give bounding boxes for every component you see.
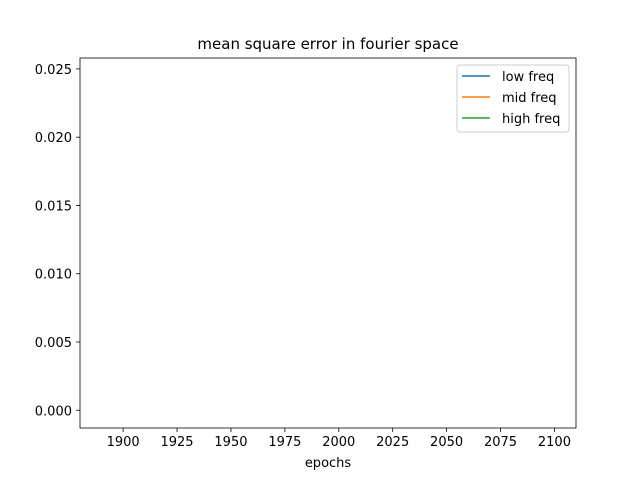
legend-entries: low freq mid freq high freq	[462, 70, 560, 127]
x-tick-label: 1900	[107, 435, 140, 450]
plot-frame	[79, 57, 577, 429]
legend-label: mid freq	[502, 91, 557, 106]
legend-label: low freq	[502, 70, 554, 85]
legend-box	[456, 64, 570, 133]
y-tick-label: 0.000	[35, 404, 72, 419]
plot-area	[79, 57, 577, 429]
x-tick-label: 1975	[268, 435, 301, 450]
y-tick-label: 0.010	[35, 268, 72, 283]
x-tick-label: 2050	[430, 435, 463, 450]
x-tick-label: 1925	[160, 435, 193, 450]
y-tick-label: 0.025	[35, 63, 72, 78]
y-tick-label: 0.005	[35, 336, 72, 351]
x-tick-label: 1950	[214, 435, 247, 450]
y-tick-label: 0.020	[35, 131, 72, 146]
x-axis-label: epochs	[305, 456, 352, 471]
x-axis: 1900 1925 1950 1975 2000 2025 2050 2075 2100	[107, 428, 571, 450]
y-tick-label: 0.015	[35, 199, 72, 214]
chart-title: mean square error in fourier space	[197, 35, 458, 53]
legend-label: high freq	[502, 112, 560, 127]
y-axis: 0.000 0.005 0.010 0.015 0.020 0.025	[35, 63, 80, 419]
x-tick-label: 2075	[484, 435, 517, 450]
x-tick-label: 2000	[322, 435, 355, 450]
x-tick-label: 2025	[376, 435, 409, 450]
legend: low freq mid freq high freq	[456, 64, 570, 133]
x-tick-label: 2100	[538, 435, 571, 450]
